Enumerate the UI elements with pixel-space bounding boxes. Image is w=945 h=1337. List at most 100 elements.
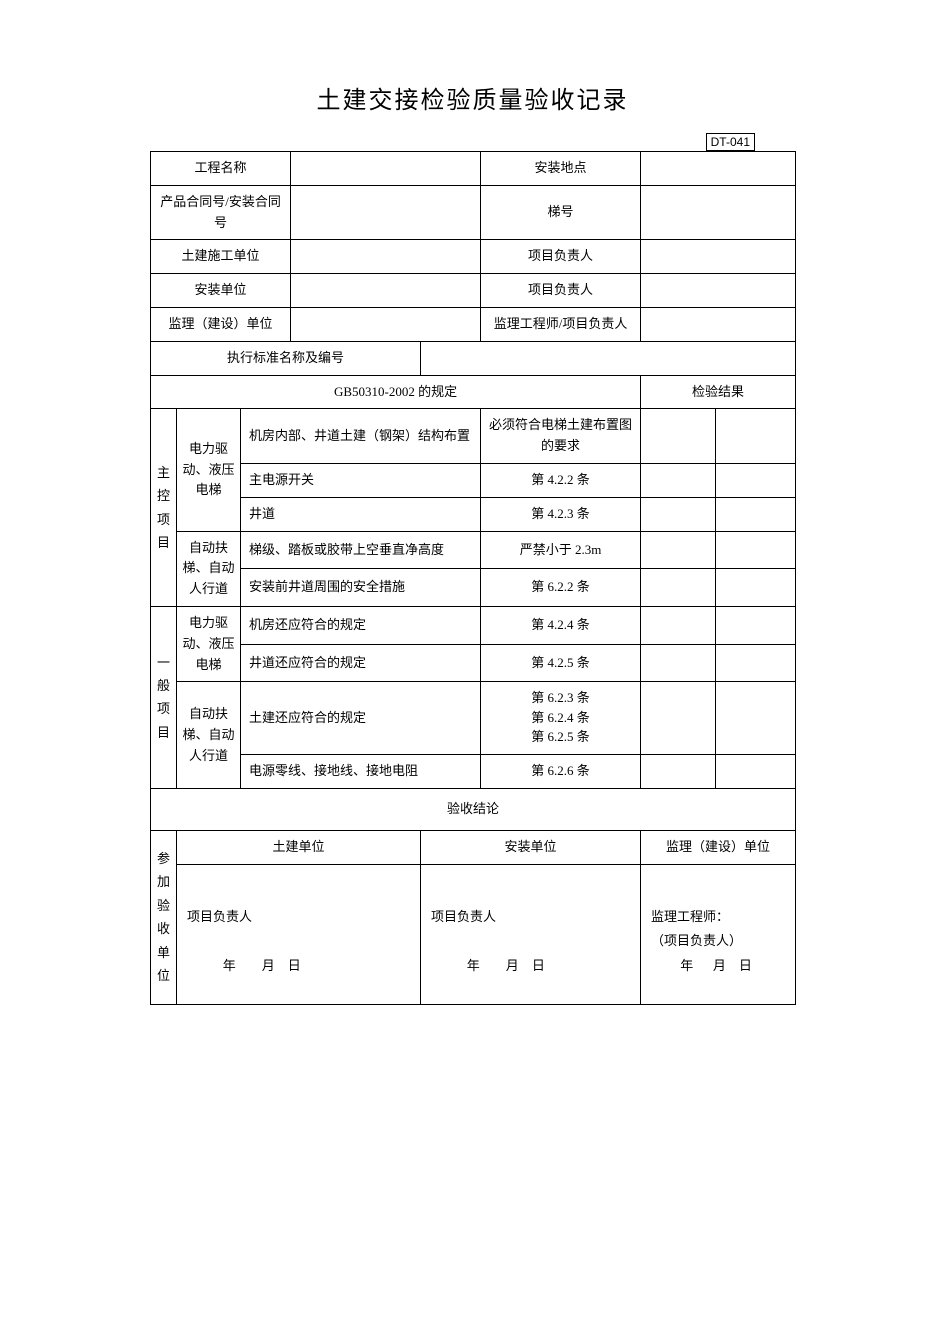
- label-standard: 执行标准名称及编号: [151, 341, 421, 375]
- ref-main-power: 第 4.2.2 条: [481, 463, 641, 497]
- value-standard: [421, 341, 796, 375]
- value-pm2: [641, 274, 796, 308]
- value-install-unit: [291, 274, 481, 308]
- result-blank: [641, 531, 716, 569]
- result-blank: [641, 569, 716, 607]
- sig-supervisor-label-2: （项目负责人）: [651, 933, 742, 948]
- value-contract: [291, 185, 481, 240]
- sig-header-supervision: 监理（建设）单位: [641, 830, 796, 864]
- label-pm1: 项目负责人: [481, 240, 641, 274]
- table-row: 安装单位 项目负责人: [151, 274, 796, 308]
- date-month: 月: [506, 958, 519, 973]
- item-step-clearance: 梯级、踏板或胶带上空垂直净高度: [241, 531, 481, 569]
- ref-civil-other: 第 6.2.3 条 第 6.2.4 条 第 6.2.5 条: [481, 682, 641, 755]
- value-supervision-engineer: [641, 307, 796, 341]
- ref-shaft-other: 第 4.2.5 条: [481, 644, 641, 682]
- ref-neutral-ground: 第 6.2.6 条: [481, 755, 641, 789]
- table-row: 主控项目 电力驱动、液压电梯 机房内部、井道土建（钢架）结构布置 必须符合电梯土…: [151, 409, 796, 464]
- ref-room-other: 第 4.2.4 条: [481, 606, 641, 644]
- table-row: 执行标准名称及编号: [151, 341, 796, 375]
- date-day: 日: [532, 958, 545, 973]
- table-row: 工程名称 安装地点: [151, 152, 796, 186]
- item-main-power: 主电源开关: [241, 463, 481, 497]
- result-blank: [716, 755, 796, 789]
- item-neutral-ground: 电源零线、接地线、接地电阻: [241, 755, 481, 789]
- result-blank: [716, 644, 796, 682]
- label-supervision-engineer: 监理工程师/项目负责人: [481, 307, 641, 341]
- date-day: 日: [739, 958, 752, 973]
- label-regulation: GB50310-2002 的规定: [151, 375, 641, 409]
- item-shaft: 井道: [241, 497, 481, 531]
- sig-pm-label: 项目负责人: [431, 909, 496, 924]
- table-row: 参加验收单位 土建单位 安装单位 监理（建设）单位: [151, 830, 796, 864]
- ref-safety: 第 6.2.2 条: [481, 569, 641, 607]
- section-main-control: 主控项目: [151, 409, 177, 607]
- result-blank: [716, 606, 796, 644]
- label-install-location: 安装地点: [481, 152, 641, 186]
- doc-code: DT-041: [706, 133, 755, 151]
- doc-code-wrap: DT-041: [150, 135, 795, 151]
- item-room-shaft: 机房内部、井道土建（钢架）结构布置: [241, 409, 481, 464]
- subsection-escalator-2: 自动扶梯、自动人行道: [177, 682, 241, 789]
- label-contract: 产品合同号/安装合同号: [151, 185, 291, 240]
- label-civil-contractor: 土建施工单位: [151, 240, 291, 274]
- value-pm1: [641, 240, 796, 274]
- item-room-other: 机房还应符合的规定: [241, 606, 481, 644]
- table-row: 产品合同号/安装合同号 梯号: [151, 185, 796, 240]
- table-row: 安装前井道周围的安全措施 第 6.2.2 条: [151, 569, 796, 607]
- result-blank: [716, 409, 796, 464]
- table-row: 自动扶梯、自动人行道 梯级、踏板或胶带上空垂直净高度 严禁小于 2.3m: [151, 531, 796, 569]
- result-blank: [641, 644, 716, 682]
- value-unit-no: [641, 185, 796, 240]
- subsection-escalator-1: 自动扶梯、自动人行道: [177, 531, 241, 606]
- item-safety: 安装前井道周围的安全措施: [241, 569, 481, 607]
- value-install-location: [641, 152, 796, 186]
- date-month: 月: [262, 958, 275, 973]
- subsection-electric-2: 电力驱动、液压电梯: [177, 606, 241, 681]
- participants-label: 参加验收单位: [151, 830, 177, 1004]
- result-blank: [641, 409, 716, 464]
- result-blank: [641, 755, 716, 789]
- sig-install: 项目负责人 年 月 日: [421, 864, 641, 1004]
- label-project-name: 工程名称: [151, 152, 291, 186]
- inspection-table: 工程名称 安装地点 产品合同号/安装合同号 梯号 土建施工单位 项目负责人 安装…: [150, 151, 796, 1005]
- label-pm2: 项目负责人: [481, 274, 641, 308]
- value-civil-contractor: [291, 240, 481, 274]
- section-main-control-text: 主控项目: [157, 465, 170, 550]
- req-step-clearance: 严禁小于 2.3m: [481, 531, 641, 569]
- item-civil-other: 土建还应符合的规定: [241, 682, 481, 755]
- label-supervision-unit: 监理（建设）单位: [151, 307, 291, 341]
- sig-civil: 项目负责人 年 月 日: [177, 864, 421, 1004]
- page-title: 土建交接检验质量验收记录: [150, 80, 795, 115]
- result-blank: [716, 682, 796, 755]
- label-conclusion: 验收结论: [151, 788, 796, 830]
- result-blank: [716, 463, 796, 497]
- sig-header-civil: 土建单位: [177, 830, 421, 864]
- table-row: 监理（建设）单位 监理工程师/项目负责人: [151, 307, 796, 341]
- date-year: 年: [467, 958, 480, 973]
- label-unit-no: 梯号: [481, 185, 641, 240]
- item-shaft-other: 井道还应符合的规定: [241, 644, 481, 682]
- sig-supervision: 监理工程师： （项目负责人） 年 月 日: [641, 864, 796, 1004]
- result-blank: [641, 497, 716, 531]
- date-day: 日: [288, 958, 301, 973]
- subsection-electric-1: 电力驱动、液压电梯: [177, 409, 241, 531]
- sig-supervisor-label-1: 监理工程师：: [651, 909, 729, 924]
- result-blank: [716, 531, 796, 569]
- sig-pm-label: 项目负责人: [187, 909, 252, 924]
- req-room-shaft: 必须符合电梯土建布置图的要求: [481, 409, 641, 464]
- result-blank: [641, 463, 716, 497]
- sig-header-install: 安装单位: [421, 830, 641, 864]
- table-row: 验收结论: [151, 788, 796, 830]
- result-blank: [641, 606, 716, 644]
- section-general-text: 一般项目: [157, 655, 170, 740]
- ref-shaft: 第 4.2.3 条: [481, 497, 641, 531]
- result-blank: [716, 497, 796, 531]
- date-year: 年: [680, 958, 693, 973]
- table-row: 土建施工单位 项目负责人: [151, 240, 796, 274]
- table-row: 项目负责人 年 月 日 项目负责人 年 月 日 监理工程师： （项目负责人）: [151, 864, 796, 1004]
- table-row: GB50310-2002 的规定 检验结果: [151, 375, 796, 409]
- participants-label-text: 参加验收单位: [157, 851, 170, 983]
- label-install-unit: 安装单位: [151, 274, 291, 308]
- table-row: 井道还应符合的规定 第 4.2.5 条: [151, 644, 796, 682]
